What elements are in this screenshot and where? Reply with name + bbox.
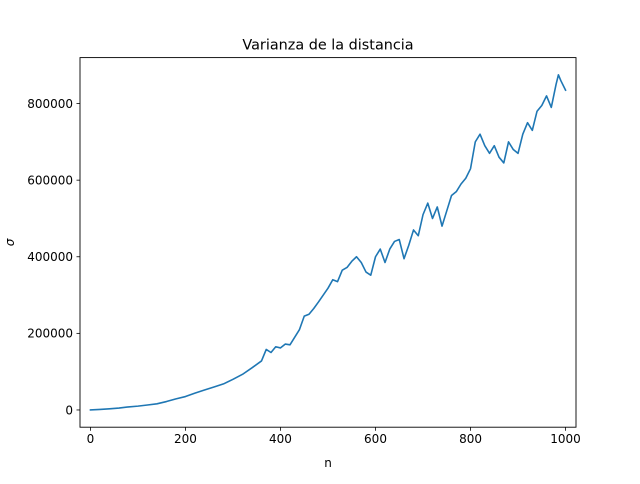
chart-title: Varianza de la distancia	[242, 38, 413, 54]
y-axis-ticks: 0 200000 400000 600000 800000	[27, 97, 80, 417]
x-tick-label: 200	[174, 432, 197, 446]
x-tick-label: 400	[269, 432, 292, 446]
y-tick-label: 800000	[27, 97, 73, 111]
x-tick-label: 600	[364, 432, 387, 446]
y-tick-label: 200000	[27, 327, 73, 341]
y-axis-label: σ	[3, 238, 17, 246]
plot-frame	[79, 57, 577, 428]
x-axis-label: n	[324, 456, 332, 470]
x-tick-label: 1000	[550, 432, 581, 446]
x-tick-label: 0	[87, 432, 95, 446]
y-tick-label: 600000	[27, 173, 73, 187]
x-tick-label: 800	[459, 432, 482, 446]
y-tick-label: 0	[65, 403, 73, 417]
y-tick-label: 400000	[27, 250, 73, 264]
variance-series-line	[89, 74, 567, 411]
x-axis-ticks: 0 200 400 600 800 1000	[87, 427, 581, 446]
